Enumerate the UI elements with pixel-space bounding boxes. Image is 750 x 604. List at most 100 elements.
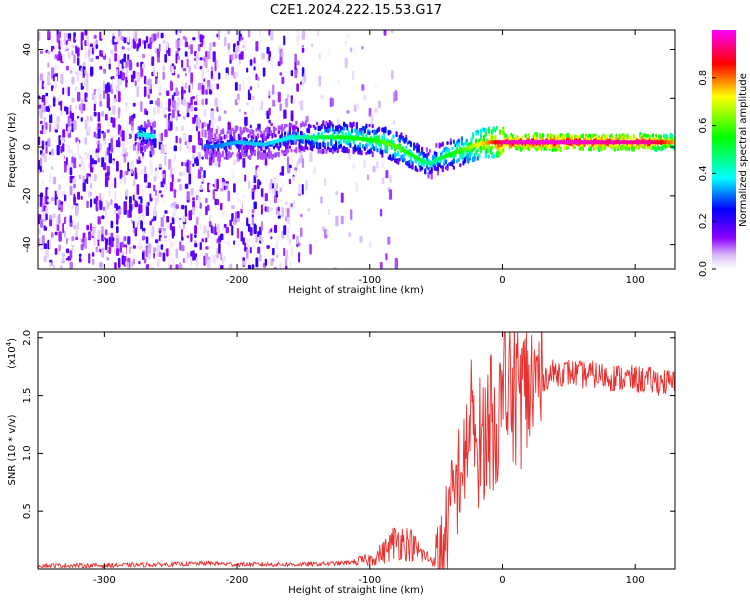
spectrogram-cell: [127, 136, 130, 145]
figure-title: C2E1.2024.222.15.53.G17: [270, 3, 442, 18]
spectrogram-cell: [140, 220, 143, 230]
spectrogram-cell: [58, 40, 61, 50]
spectrogram-cell: [147, 252, 151, 260]
spectrogram-ridge-cell: [212, 156, 215, 163]
spectrogram-ridge-cell: [666, 134, 669, 139]
spectrogram-ridge-core: [393, 144, 397, 149]
spectrogram-ridge-core: [486, 140, 489, 145]
spectrogram-cell: [75, 205, 79, 216]
spectrogram-cell: [93, 160, 97, 165]
spectrogram-cell: [212, 41, 216, 47]
spectrogram-ridge-cell: [386, 148, 389, 154]
spectrogram-cell: [166, 90, 170, 96]
spectrogram-ridge-core: [255, 141, 258, 146]
spectrogram-ridge-core: [600, 140, 604, 145]
spectrogram-cell: [340, 215, 344, 225]
spectrogram-ridge-core: [301, 135, 304, 140]
spectrogram-ridge-cell: [559, 146, 562, 153]
spectrogram-cell: [84, 237, 87, 249]
spectrogram-cell: [272, 247, 275, 256]
spectrogram-ridge-cell: [475, 138, 478, 144]
spectrogram-cell: [145, 36, 149, 43]
spectrogram-ridge-core: [139, 132, 142, 137]
snr-y-ticks: 0.51.01.52.0: [22, 330, 675, 519]
spectrogram-cell: [93, 111, 97, 117]
spectrogram-cell: [296, 236, 299, 245]
spectrogram-cell: [142, 53, 146, 59]
spectrogram-cell: [123, 210, 127, 215]
spectrogram-cell: [116, 226, 119, 234]
spectrogram-ridge-core: [247, 141, 250, 146]
spectrogram-cell: [184, 183, 189, 189]
spectrogram-cell: [177, 74, 180, 79]
spectrogram-cell: [65, 222, 69, 228]
spectrogram-cell: [175, 248, 179, 259]
spectrogram-ridge-core: [573, 140, 577, 145]
spectrogram-cell: [294, 170, 297, 177]
spectrogram-ridge-cell: [389, 130, 392, 135]
spectrogram-cell: [91, 227, 96, 237]
spectrogram-cell: [75, 86, 78, 92]
spectrogram-cell: [51, 166, 54, 170]
spectrogram-ridge-cell: [430, 166, 433, 173]
spectrogram-cell: [195, 257, 199, 267]
spectrogram-ridge-cell: [260, 146, 263, 152]
spectrogram-cell: [97, 142, 100, 153]
spectrogram-ridge-cell: [589, 146, 592, 152]
spectrogram-cell: [168, 257, 171, 268]
spectrogram-cell: [151, 226, 155, 238]
spectrogram-ridge-core: [409, 152, 412, 157]
spectrogram-cell: [39, 50, 43, 54]
spectrogram-cell: [238, 188, 242, 198]
spectrogram-cell: [290, 113, 294, 122]
spectrogram-cell: [108, 232, 111, 237]
spectrogram-ridge-core: [578, 140, 581, 145]
spectrogram-ridge-cell: [502, 148, 505, 153]
spectrogram-cell: [192, 154, 195, 160]
spectrogram-ridge-core: [406, 150, 409, 155]
spectrogram-ridge-core: [376, 139, 379, 143]
spectrogram-cell: [164, 237, 167, 242]
spectrogram-cell: [194, 80, 198, 88]
spectrogram-cell: [86, 153, 90, 160]
spectrogram-cell: [257, 82, 260, 89]
spectrogram-cell: [67, 126, 71, 134]
spectrogram-cell: [270, 122, 273, 127]
spectrogram-cell: [69, 215, 72, 223]
spectrogram-cell: [116, 139, 119, 148]
spectrogram-cell: [220, 233, 224, 241]
spectrogram-cell: [41, 235, 45, 246]
spectrogram-cell: [352, 164, 356, 169]
spectrogram-ridge-core: [556, 140, 559, 145]
x-tick-label: 0: [499, 575, 505, 586]
spectrogram-cell: [186, 191, 190, 201]
spectrogram-cell: [179, 264, 183, 269]
spectrogram-cell: [281, 76, 285, 84]
spectrogram-cell: [49, 111, 52, 116]
spectrogram-cell: [114, 190, 117, 201]
spectrogram-cell: [218, 100, 222, 111]
spectrogram-ridge-core: [382, 140, 385, 145]
spectrogram-cell: [207, 259, 211, 269]
spectrogram-cell: [333, 266, 337, 269]
spectrogram-cell: [110, 220, 114, 229]
spectrogram-cell: [221, 209, 225, 218]
spectrogram-cell: [162, 196, 165, 205]
spectrogram-cell: [125, 189, 129, 197]
spectrogram-cell: [78, 113, 81, 123]
spectrogram-cell: [91, 186, 95, 191]
spectrogram-cell: [246, 101, 250, 106]
spectrogram-cell: [116, 85, 120, 93]
spectrogram-cell: [175, 204, 179, 209]
spectrogram-ridge-cell: [362, 132, 365, 136]
spectrogram-ridge-core: [414, 155, 417, 160]
spectrogram-cell: [275, 254, 279, 259]
spectrogram-ridge-core: [481, 141, 484, 146]
spectrogram-cell: [288, 164, 292, 169]
spectrogram-cell: [65, 260, 69, 269]
spectrogram-cell: [99, 93, 102, 101]
spectrogram-cell: [164, 53, 168, 63]
spectrogram-cell: [285, 216, 288, 222]
spectrogram-ridge-cell: [290, 148, 293, 153]
colorbar: 0.00.20.40.60.8 Normalized spectral ampl…: [698, 30, 749, 277]
